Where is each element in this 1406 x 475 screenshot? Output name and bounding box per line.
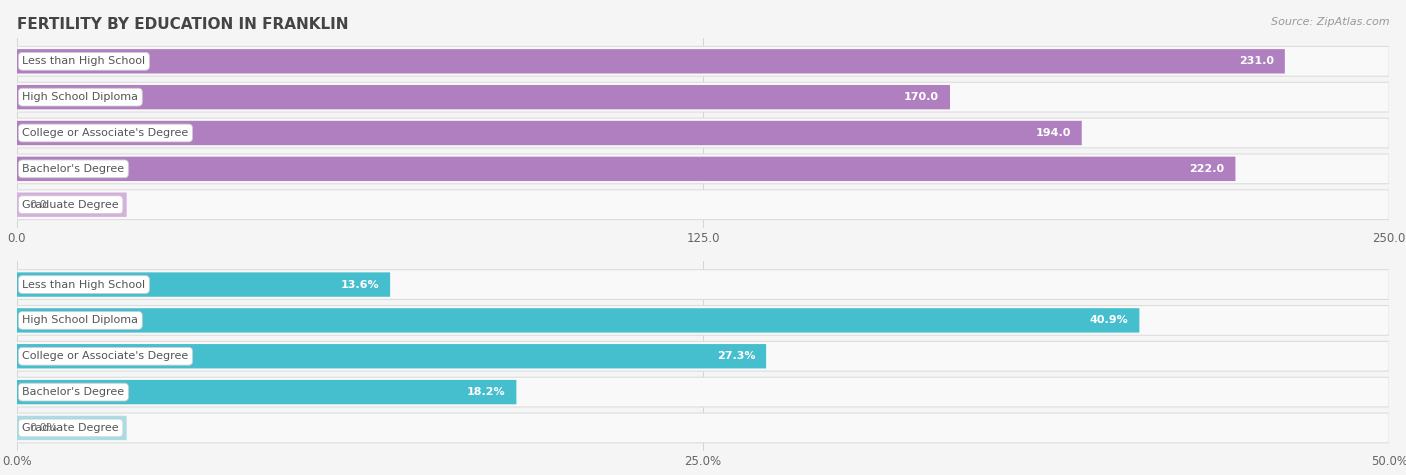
FancyBboxPatch shape	[17, 47, 1389, 76]
Text: 0.0: 0.0	[30, 200, 46, 209]
Text: College or Associate's Degree: College or Associate's Degree	[22, 128, 188, 138]
Text: 13.6%: 13.6%	[340, 280, 380, 290]
FancyBboxPatch shape	[17, 118, 1389, 148]
FancyBboxPatch shape	[17, 49, 1285, 74]
Text: Graduate Degree: Graduate Degree	[22, 423, 120, 433]
Text: 222.0: 222.0	[1189, 164, 1225, 174]
FancyBboxPatch shape	[17, 272, 389, 297]
Text: Bachelor's Degree: Bachelor's Degree	[22, 164, 125, 174]
FancyBboxPatch shape	[17, 308, 1139, 332]
FancyBboxPatch shape	[17, 85, 950, 109]
Text: 40.9%: 40.9%	[1090, 315, 1129, 325]
FancyBboxPatch shape	[17, 416, 127, 440]
Text: Less than High School: Less than High School	[22, 57, 145, 66]
Text: Source: ZipAtlas.com: Source: ZipAtlas.com	[1271, 17, 1389, 27]
FancyBboxPatch shape	[17, 305, 1389, 335]
FancyBboxPatch shape	[17, 190, 1389, 219]
Text: 170.0: 170.0	[904, 92, 939, 102]
FancyBboxPatch shape	[17, 270, 1389, 299]
FancyBboxPatch shape	[17, 157, 1236, 181]
FancyBboxPatch shape	[17, 192, 127, 217]
FancyBboxPatch shape	[17, 82, 1389, 112]
FancyBboxPatch shape	[17, 154, 1389, 184]
Text: FERTILITY BY EDUCATION IN FRANKLIN: FERTILITY BY EDUCATION IN FRANKLIN	[17, 17, 349, 32]
FancyBboxPatch shape	[17, 413, 1389, 443]
Text: 194.0: 194.0	[1035, 128, 1071, 138]
FancyBboxPatch shape	[17, 380, 516, 404]
Text: Bachelor's Degree: Bachelor's Degree	[22, 387, 125, 397]
Text: High School Diploma: High School Diploma	[22, 92, 138, 102]
Text: 18.2%: 18.2%	[467, 387, 505, 397]
Text: Graduate Degree: Graduate Degree	[22, 200, 120, 209]
FancyBboxPatch shape	[17, 121, 1081, 145]
Text: College or Associate's Degree: College or Associate's Degree	[22, 351, 188, 361]
Text: 231.0: 231.0	[1239, 57, 1274, 66]
FancyBboxPatch shape	[17, 377, 1389, 407]
Text: 27.3%: 27.3%	[717, 351, 755, 361]
Text: 0.0%: 0.0%	[30, 423, 58, 433]
Text: Less than High School: Less than High School	[22, 280, 145, 290]
FancyBboxPatch shape	[17, 342, 1389, 371]
Text: High School Diploma: High School Diploma	[22, 315, 138, 325]
FancyBboxPatch shape	[17, 344, 766, 369]
